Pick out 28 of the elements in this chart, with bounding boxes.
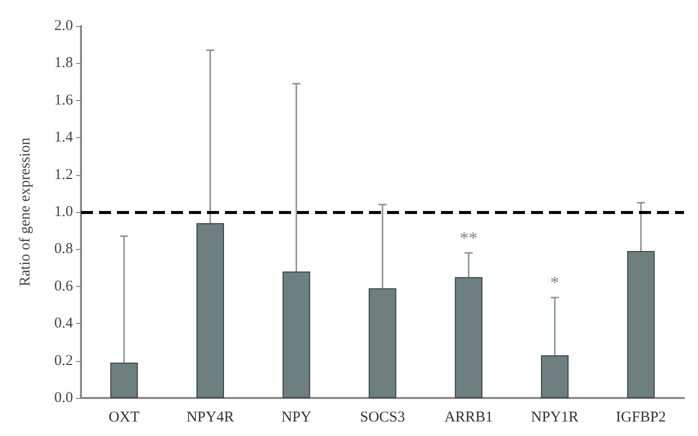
y-tick-label: 1.8: [54, 55, 73, 72]
bar: [110, 362, 138, 398]
y-tick-label: 1.0: [54, 204, 73, 220]
y-tick-label: 0.0: [54, 390, 73, 406]
x-tick-label: ARRB1: [444, 410, 493, 426]
y-tick-label: 0.8: [54, 241, 73, 258]
y-tick-label: 1.4: [54, 130, 74, 146]
x-tick-label: NPY: [281, 410, 312, 426]
bar: [196, 223, 224, 398]
y-tick-label: 0.2: [54, 352, 73, 369]
annotation: **: [460, 228, 478, 248]
x-tick-label: NPY1R: [531, 410, 579, 426]
x-tick-label: NPY4R: [186, 410, 234, 426]
bar: [627, 251, 655, 398]
y-tick-label: 1.6: [54, 92, 74, 108]
y-tick-label: 2.0: [54, 18, 73, 34]
y-tick-label: 1.2: [54, 166, 73, 183]
x-tick-label: SOCS3: [360, 410, 406, 426]
y-tick-label: 0.6: [54, 278, 74, 294]
bar: [541, 355, 569, 398]
y-axis-title: Ratio of gene expression: [18, 137, 34, 286]
x-tick-label: IGFBP2: [616, 410, 666, 426]
bar: [368, 288, 396, 398]
x-tick-label: OXT: [108, 410, 140, 426]
bar: [282, 272, 310, 398]
annotation: *: [550, 272, 560, 293]
y-tick-label: 0.4: [54, 316, 74, 332]
bar: [454, 277, 482, 398]
